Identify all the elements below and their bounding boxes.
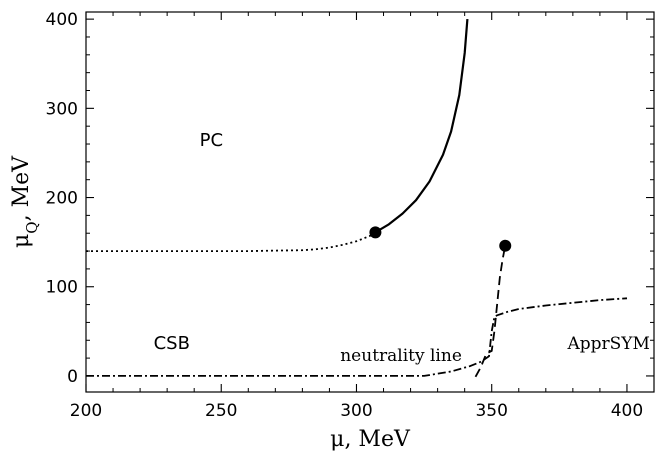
series-layer bbox=[86, 19, 628, 378]
y-axis-label-units: , MeV bbox=[9, 155, 34, 222]
region-label: neutrality line bbox=[340, 346, 462, 366]
region-label: ApprSYM bbox=[566, 334, 649, 354]
region-label: CSB bbox=[154, 333, 190, 354]
x-tick-label: 250 bbox=[205, 401, 237, 421]
plot-frame bbox=[85, 11, 655, 393]
x-tick-label: 300 bbox=[340, 401, 372, 421]
x-tick-label: 400 bbox=[611, 401, 643, 421]
x-axis-label: μ, MeV bbox=[330, 427, 411, 452]
series-line-dashdot bbox=[86, 297, 628, 377]
series-line-solid bbox=[374, 19, 469, 234]
points-layer bbox=[369, 226, 512, 252]
y-axis-label-subscript: Q bbox=[23, 221, 41, 233]
critical-point bbox=[499, 239, 512, 252]
y-tick-label: 200 bbox=[46, 189, 78, 209]
y-tick-label: 100 bbox=[46, 278, 78, 298]
y-tick-label: 400 bbox=[46, 10, 78, 30]
x-tick-label: 350 bbox=[475, 401, 507, 421]
series-line-dashed bbox=[474, 245, 507, 378]
critical-point bbox=[369, 226, 382, 239]
x-tick-label: 200 bbox=[70, 401, 102, 421]
y-tick-label: 300 bbox=[46, 99, 78, 119]
y-axis-label: μQ, MeV bbox=[9, 155, 41, 248]
series-line-dotted bbox=[86, 231, 376, 253]
annotation-layer: PC CSB neutrality line ApprSYM bbox=[154, 130, 650, 366]
y-tick-label: 0 bbox=[67, 367, 78, 387]
region-label: PC bbox=[200, 130, 223, 151]
ticks-layer: 200 250 300 350 400 0 100 200 300 400 bbox=[46, 10, 655, 421]
y-axis-label-main: μ bbox=[9, 234, 34, 248]
